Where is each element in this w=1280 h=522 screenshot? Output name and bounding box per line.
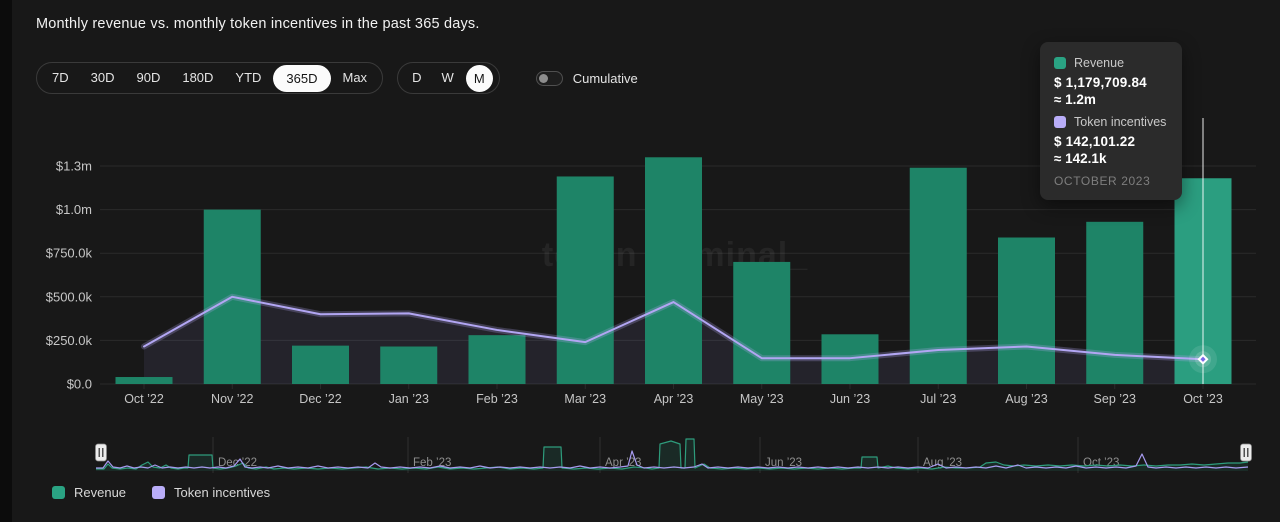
chart-legend: Revenue Token incentives bbox=[52, 485, 270, 500]
toggle-knob-icon bbox=[538, 73, 548, 83]
panel-left-edge bbox=[0, 0, 12, 522]
y-axis-tick-label: $250.0k bbox=[46, 333, 93, 348]
tooltip-incentives-approx: ≈ 142.1k bbox=[1054, 151, 1107, 166]
revenue-bar-10[interactable] bbox=[998, 237, 1055, 384]
tooltip-revenue-label: Revenue bbox=[1074, 56, 1125, 70]
x-axis-label: Dec ’22 bbox=[299, 392, 341, 406]
tooltip-incentives-row: Token incentives bbox=[1054, 115, 1170, 129]
granularity-monthly-selected[interactable]: M bbox=[465, 64, 493, 92]
x-axis-label: Oct ’22 bbox=[124, 392, 164, 406]
range-ytd[interactable]: YTD bbox=[235, 70, 262, 85]
page-title: Monthly revenue vs. monthly token incent… bbox=[36, 16, 480, 32]
range-180d[interactable]: 180D bbox=[182, 70, 214, 85]
x-axis-label: Aug ’23 bbox=[1005, 392, 1047, 406]
legend-item-incentives[interactable]: Token incentives bbox=[152, 485, 270, 500]
incentives-swatch-icon bbox=[1054, 116, 1066, 128]
x-axis-label: Mar ’23 bbox=[564, 392, 606, 406]
revenue-bar-6[interactable] bbox=[645, 157, 702, 384]
range-365d-selected[interactable]: 365D bbox=[273, 64, 331, 92]
range-90d[interactable]: 90D bbox=[136, 70, 161, 85]
minimap-revenue-area bbox=[96, 439, 1248, 471]
cumulative-label: Cumulative bbox=[572, 70, 638, 86]
y-axis-tick-label: $750.0k bbox=[46, 246, 93, 261]
tooltip-revenue-value: $ 1,179,709.84 bbox=[1054, 75, 1147, 90]
chart-tooltip: Revenue $ 1,179,709.84 ≈ 1.2m Token ince… bbox=[1040, 42, 1182, 200]
brush-handle-left-grip-icon[interactable] bbox=[95, 443, 107, 462]
legend-incentives-swatch-icon bbox=[152, 486, 166, 499]
legend-revenue-label: Revenue bbox=[74, 485, 127, 500]
y-axis-tick-label: $0.0 bbox=[67, 377, 92, 392]
revenue-bar-11[interactable] bbox=[1086, 221, 1144, 384]
minimap-month-label: Apr ’23 bbox=[605, 457, 641, 469]
granularity-daily[interactable]: D bbox=[412, 70, 422, 85]
granularity-selector: D W M bbox=[397, 62, 500, 94]
legend-revenue-swatch-icon bbox=[52, 486, 65, 499]
tooltip-period: OCTOBER 2023 bbox=[1054, 174, 1151, 188]
brush-handle-right[interactable] bbox=[1240, 443, 1252, 462]
range-7d[interactable]: 7D bbox=[52, 70, 69, 85]
range-max[interactable]: Max bbox=[342, 70, 368, 85]
cumulative-toggle[interactable] bbox=[535, 70, 563, 86]
chart-controls: 7D 30D 90D 180D YTD 365D Max D W M Cumul… bbox=[36, 62, 638, 94]
x-axis-label: Jan ’23 bbox=[389, 392, 429, 406]
range-selector: 7D 30D 90D 180D YTD 365D Max bbox=[36, 62, 384, 94]
revenue-bar-5[interactable] bbox=[556, 176, 614, 384]
tooltip-revenue-row: Revenue bbox=[1054, 56, 1170, 70]
granularity-weekly[interactable]: W bbox=[441, 70, 454, 85]
brush-handle-left[interactable] bbox=[95, 443, 107, 462]
revenue-bar-9[interactable] bbox=[909, 167, 967, 384]
revenue-bar-4[interactable] bbox=[468, 335, 526, 384]
tooltip-incentives-label: Token incentives bbox=[1074, 115, 1167, 129]
x-axis-label: May ’23 bbox=[740, 392, 784, 406]
revenue-bar-7[interactable] bbox=[733, 261, 791, 384]
x-axis-label: Feb ’23 bbox=[476, 392, 518, 406]
revenue-bar-0[interactable] bbox=[115, 377, 173, 384]
tooltip-incentives-value: $ 142,101.22 bbox=[1054, 134, 1136, 149]
minimap-month-label: Jun ’23 bbox=[765, 457, 802, 469]
brush-handle-right-grip-icon[interactable] bbox=[1240, 443, 1252, 462]
revenue-bar-3[interactable] bbox=[380, 346, 438, 384]
x-axis-label: Oct ’23 bbox=[1183, 392, 1223, 406]
x-axis-label: Apr ’23 bbox=[654, 392, 694, 406]
minimap-month-label: Dec ’22 bbox=[218, 457, 257, 469]
y-axis-tick-label: $1.0m bbox=[56, 202, 92, 217]
incentives-line bbox=[143, 295, 1204, 361]
cumulative-control: Cumulative bbox=[535, 70, 638, 86]
x-axis-label: Jul ’23 bbox=[920, 392, 956, 406]
marker-diamond-core bbox=[1200, 356, 1206, 362]
y-axis-tick-label: $500.0k bbox=[46, 289, 93, 304]
tooltip-revenue-approx: ≈ 1.2m bbox=[1054, 92, 1096, 107]
x-axis-label: Nov ’22 bbox=[211, 392, 253, 406]
revenue-bar-2[interactable] bbox=[292, 345, 349, 384]
legend-item-revenue[interactable]: Revenue bbox=[52, 485, 126, 500]
legend-incentives-label: Token incentives bbox=[174, 485, 271, 500]
minimap-incentives-series bbox=[96, 450, 1249, 469]
revenue-swatch-icon bbox=[1054, 57, 1066, 69]
x-axis-label: Sep ’23 bbox=[1094, 392, 1136, 406]
revenue-bars bbox=[115, 157, 1232, 384]
x-axis-label: Jun ’23 bbox=[830, 392, 870, 406]
range-30d[interactable]: 30D bbox=[90, 70, 115, 85]
y-axis-tick-label: $1.3m bbox=[56, 159, 92, 174]
